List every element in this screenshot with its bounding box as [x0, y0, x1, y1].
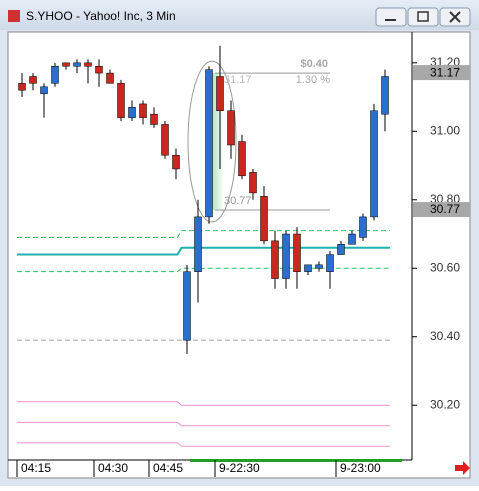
candle-body	[18, 83, 26, 91]
candle-body	[359, 216, 367, 238]
candle-body	[161, 124, 169, 156]
y-tick-label: 30.20	[430, 397, 460, 411]
window-buttons[interactable]	[375, 7, 471, 27]
candle-body	[84, 62, 92, 67]
price-marker	[413, 65, 470, 81]
scroll-arrow[interactable]	[455, 461, 470, 475]
app-icon	[8, 10, 20, 22]
session-bar	[190, 459, 402, 462]
candle-body	[106, 72, 114, 84]
candle-body	[62, 62, 70, 67]
candle-body	[227, 110, 235, 146]
candle-body	[150, 113, 158, 125]
candle-body	[238, 141, 246, 177]
price-marker	[413, 202, 470, 218]
candle-body	[315, 264, 323, 269]
level-line	[17, 401, 390, 406]
candle-body	[205, 69, 213, 218]
maximize-icon	[417, 11, 429, 22]
y-tick-label: 30.40	[430, 329, 460, 343]
plot: 30.2030.4030.6030.8031.0031.2031.1730.77…	[16, 45, 470, 477]
candle-body	[370, 110, 378, 218]
candle-body	[381, 76, 389, 115]
maximize-button[interactable]	[407, 7, 439, 27]
x-tick-label: 04:15	[21, 461, 51, 475]
candle-body	[249, 172, 257, 194]
candle-body	[40, 86, 48, 94]
candle-body	[172, 155, 180, 170]
candle-body	[271, 240, 279, 279]
candle-body	[117, 83, 125, 118]
candle-body	[260, 196, 268, 242]
y-tick-label: 30.60	[430, 260, 460, 274]
close-icon	[449, 11, 461, 23]
candle-body	[128, 107, 136, 118]
candle-body	[337, 244, 345, 255]
candle-body	[29, 76, 37, 84]
candle-body	[282, 233, 290, 279]
candle-body	[216, 76, 224, 112]
x-tick-label: 04:45	[153, 461, 183, 475]
measure-high-label: 31.17	[224, 74, 252, 86]
candle-body	[293, 233, 301, 272]
window-title: S.YHOO - Yahoo! Inc, 3 Min	[26, 9, 176, 23]
y-tick-label: 31.00	[430, 123, 460, 137]
candle-body	[139, 103, 147, 118]
level-line	[17, 267, 390, 273]
measure-percent: 1.30 %	[296, 74, 330, 86]
candle-body	[183, 271, 191, 341]
price-marker-label: 31.17	[430, 65, 460, 79]
candle-body	[304, 264, 312, 272]
candle-body	[194, 216, 202, 272]
minimize-button[interactable]	[375, 7, 407, 27]
candle-body	[326, 254, 334, 272]
candle-body	[51, 65, 59, 84]
x-tick-label: 9-22:30	[219, 461, 260, 475]
candle-body	[95, 65, 103, 74]
x-tick-label: 9-23:00	[340, 461, 381, 475]
measure-change: $0.40	[300, 58, 328, 70]
candle-body	[73, 62, 81, 67]
measure-ellipse	[187, 60, 237, 223]
measure-low-label: 30.77	[224, 195, 252, 207]
x-tick-label: 04:30	[98, 461, 128, 475]
candle-body	[348, 233, 356, 245]
level-line	[17, 442, 390, 447]
price-marker-label: 30.77	[430, 202, 460, 216]
level-line	[17, 421, 390, 427]
